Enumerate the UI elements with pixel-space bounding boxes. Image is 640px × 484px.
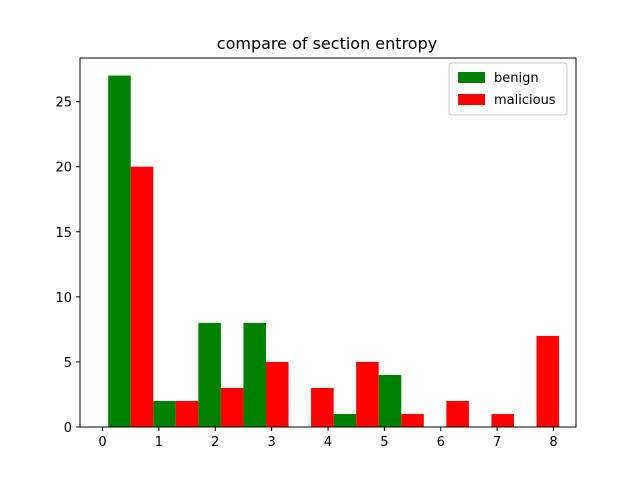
bar-benign-bin-3 xyxy=(243,322,266,427)
x-tick-label: 0 xyxy=(98,435,106,450)
bar-malicious-bin-4 xyxy=(311,387,334,427)
bar-benign-bin-0 xyxy=(108,75,131,428)
x-tick-label: 3 xyxy=(267,435,275,450)
x-tick-label: 4 xyxy=(324,435,332,450)
x-tick-label: 5 xyxy=(380,435,388,450)
bar-benign-bin-2 xyxy=(198,322,221,427)
bar-malicious-bin-2 xyxy=(220,387,244,427)
x-tick-label: 2 xyxy=(211,435,219,450)
axes-layer: 0 1 2 3 4 5 6 7 8 0 5 10 15 20 25 xyxy=(55,57,577,450)
bars-layer xyxy=(108,75,560,428)
bar-malicious-bin-1 xyxy=(175,400,199,427)
chart-title: compare of section entropy xyxy=(217,34,437,53)
y-tick-label: 25 xyxy=(55,96,72,111)
x-tick-label: 1 xyxy=(155,435,163,450)
y-tick-label: 20 xyxy=(55,161,72,176)
x-tick-label: 7 xyxy=(493,435,501,450)
bar-malicious-bin-6 xyxy=(401,413,424,427)
legend-swatch-malicious xyxy=(458,94,485,105)
y-tick-label: 10 xyxy=(55,291,72,306)
x-tick-label: 8 xyxy=(549,435,557,450)
bar-malicious-bin-8 xyxy=(491,413,514,427)
bar-malicious-bin-9 xyxy=(536,335,560,427)
legend-label-malicious: malicious xyxy=(494,93,556,108)
bar-malicious-bin-7 xyxy=(446,400,469,427)
legend-swatch-benign xyxy=(458,72,485,83)
bar-benign-bin-5 xyxy=(333,413,357,427)
bar-benign-bin-1 xyxy=(153,400,176,427)
y-tick-label: 5 xyxy=(64,356,72,371)
bar-malicious-bin-3 xyxy=(266,361,289,427)
y-tick-label: 15 xyxy=(55,226,72,241)
legend: benign malicious xyxy=(448,62,568,116)
bar-malicious-bin-0 xyxy=(130,166,154,427)
y-tick-label: 0 xyxy=(64,421,72,436)
legend-label-benign: benign xyxy=(494,71,539,86)
bar-benign-bin-6 xyxy=(378,374,402,427)
x-tick-label: 6 xyxy=(437,435,445,450)
bar-malicious-bin-5 xyxy=(356,361,379,427)
